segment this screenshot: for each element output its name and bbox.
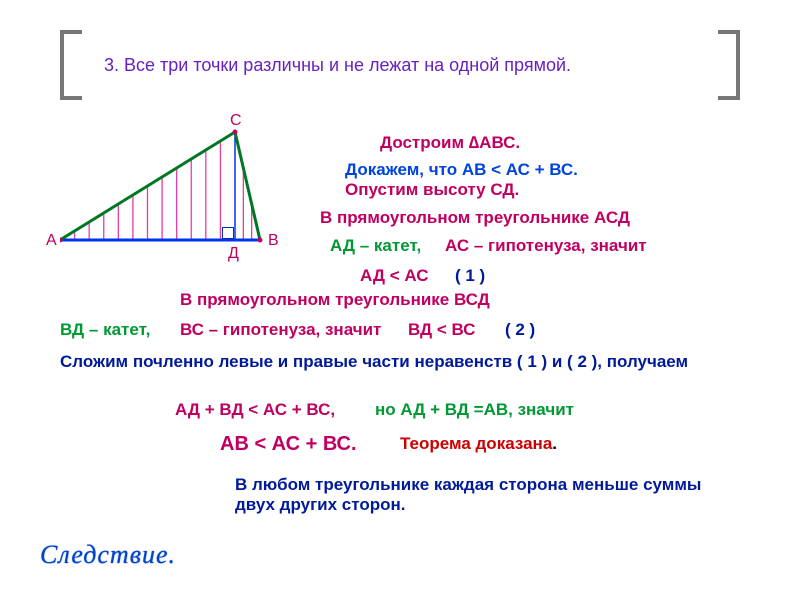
corollary-label: Следствие. (40, 540, 176, 570)
ineq-1-num: ( 1 ) (455, 266, 485, 286)
right-angle-marker (222, 227, 234, 239)
vertex-d: Д (228, 245, 239, 263)
line-prove: Докажем, что АВ < АС + ВС. (345, 160, 578, 180)
thm-dot: . (552, 434, 557, 453)
line-construct: Достроим ∆АВС. (380, 133, 520, 153)
ineq-2-num: ( 2 ) (505, 320, 535, 340)
line-height: Опустим высоту СД. (345, 180, 519, 200)
line-add: Сложим почленно левые и правые части нер… (60, 352, 740, 372)
vertex-b: В (268, 232, 279, 250)
line-hyp-bc: ВС – гипотенуза, значит (180, 320, 381, 340)
vertex-c: С (230, 112, 242, 130)
thm-proved: Теорема доказана. (400, 434, 557, 454)
line-hyp-ac: АС – гипотенуза, значит (445, 236, 647, 256)
line-kathet-bd: ВД – катет, (60, 320, 150, 340)
corollary-text: В любом треугольнике каждая сторона мень… (235, 475, 715, 516)
bracket-right (718, 30, 740, 100)
triangle-diagram: А В С Д (60, 120, 300, 270)
final-ineq: АВ < АС + ВС. (220, 432, 357, 456)
slide-title: 3. Все три точки различны и не лежат на … (100, 55, 700, 76)
bracket-left (60, 30, 82, 100)
sum-ineq: АД + ВД < АС + ВС, (175, 400, 335, 420)
line-rt2: В прямоугольном треугольнике ВСД (180, 290, 490, 310)
vertex-a: А (46, 232, 57, 250)
ineq-1: АД < АС (360, 266, 429, 286)
diagram-svg (60, 120, 300, 270)
sum-eq: но АД + ВД =АВ, значит (375, 400, 574, 420)
line-kathet-ad: АД – катет, (330, 236, 421, 256)
thm-proved-text: Теорема доказана (400, 434, 552, 453)
line-rt1: В прямоугольном треугольнике АСД (320, 208, 630, 228)
ineq-2: ВД < ВС (408, 320, 475, 340)
